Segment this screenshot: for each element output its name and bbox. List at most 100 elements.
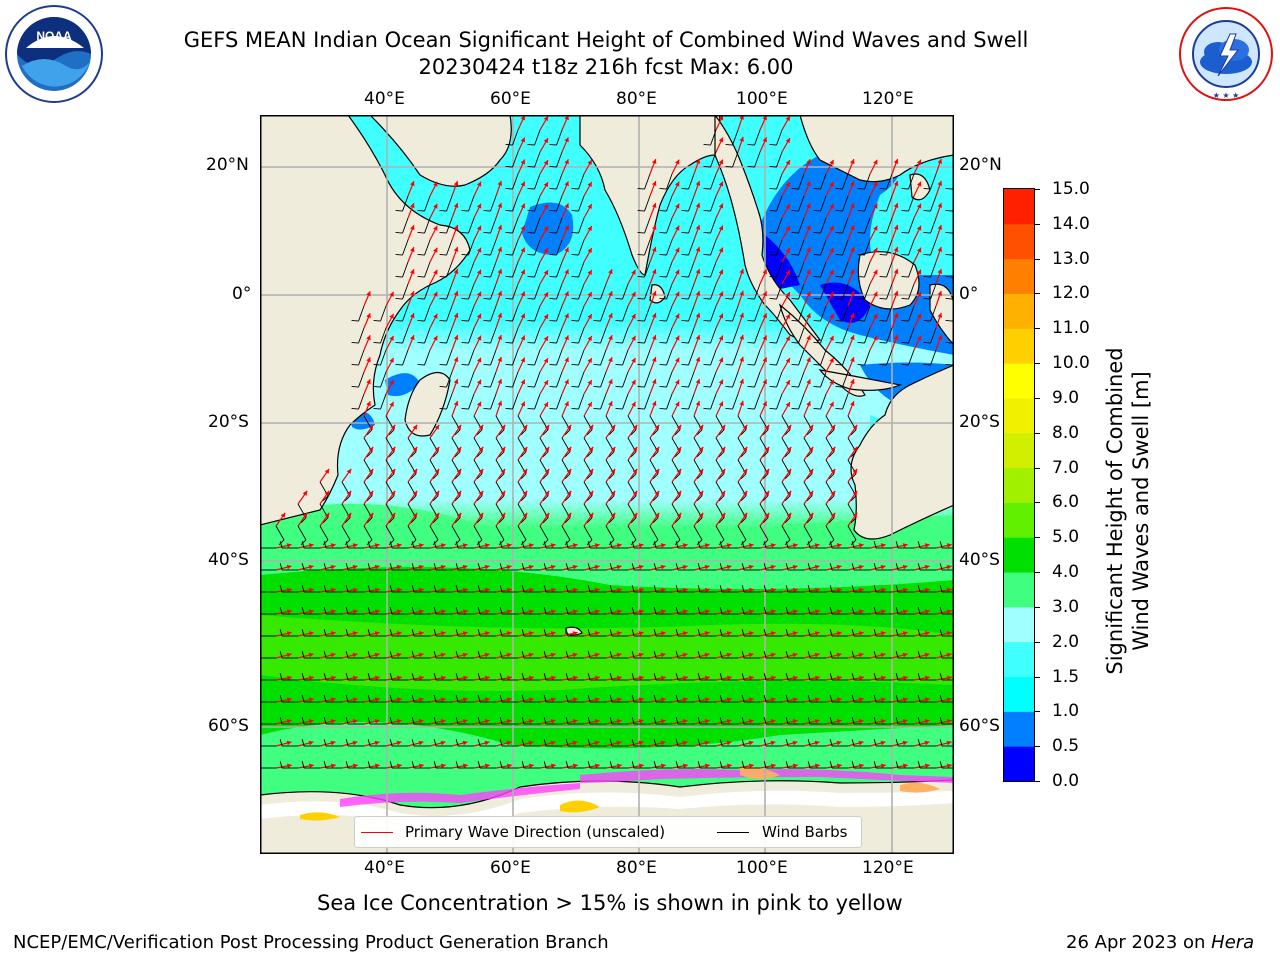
- wave-direction-arrowhead: [675, 159, 680, 165]
- wind-barb-flag: [807, 717, 811, 725]
- wave-direction-arrowhead: [440, 719, 446, 724]
- colorbar-tick-mark: [1034, 223, 1040, 225]
- wave-direction-arrowhead: [682, 631, 688, 636]
- wind-barb-shaft: [798, 195, 805, 212]
- wave-direction-arrowhead: [594, 763, 600, 769]
- wind-barb-flag: [763, 673, 767, 681]
- wind-barb-flag: [323, 607, 327, 615]
- wind-barb-shaft: [402, 195, 409, 212]
- wave-direction-arrowhead: [682, 697, 688, 703]
- wave-direction-arrowhead: [695, 400, 701, 406]
- wave-direction-arrowhead: [762, 335, 767, 341]
- wind-barb-flag: [521, 563, 525, 571]
- wave-direction-arrowhead: [396, 763, 402, 769]
- wind-barb-shaft: [754, 349, 761, 366]
- wind-barb-shaft: [864, 173, 871, 190]
- wind-barb-shaft: [402, 349, 409, 366]
- wave-direction-arrowhead: [543, 336, 548, 342]
- wind-barb-flag: [725, 143, 733, 146]
- wave-direction-arrowhead: [522, 468, 528, 474]
- wind-barb-flag: [873, 761, 877, 769]
- wind-barb-flag: [345, 717, 349, 725]
- wind-barb-flag: [791, 363, 799, 366]
- wind-barb-shaft: [930, 305, 937, 322]
- wind-barb-shaft: [534, 305, 541, 322]
- wind-barb-flag: [835, 231, 843, 234]
- wave-direction-arrowhead: [396, 609, 402, 615]
- wave-direction-arrowhead: [419, 587, 424, 593]
- wind-barb-shaft: [468, 371, 475, 388]
- wind-barb-flag: [351, 363, 359, 366]
- wind-barb-flag: [769, 231, 777, 234]
- wave-direction-arrowhead: [587, 159, 592, 165]
- wave-direction-arrowhead: [880, 763, 886, 769]
- wind-barb-flag: [741, 585, 745, 593]
- wave-direction-arrowhead: [528, 543, 534, 548]
- wave-direction-arrowhead: [374, 719, 380, 724]
- noaa-logo: NOAA: [5, 5, 103, 103]
- wind-barb-flag: [279, 651, 283, 659]
- wind-barb-flag: [609, 761, 613, 769]
- wave-direction-arrowhead: [595, 587, 600, 593]
- wave-direction-arrowhead: [742, 490, 748, 496]
- wave-direction-arrowhead: [286, 564, 292, 570]
- wave-direction-arrowhead: [903, 587, 908, 593]
- wind-barb-flag: [564, 451, 571, 458]
- wave-and-wind-vectors: [257, 114, 974, 769]
- wind-barb-flag: [813, 363, 821, 366]
- wind-barb-flag: [587, 629, 591, 637]
- wind-barb-shaft: [578, 261, 585, 278]
- lat-label-left: 0°: [232, 284, 252, 304]
- wind-barb-flag: [785, 563, 789, 571]
- wind-barb-flag: [367, 651, 371, 659]
- wind-barb-flag: [653, 761, 657, 769]
- wind-barb-flag: [373, 363, 381, 366]
- wind-barb-flag: [681, 407, 689, 410]
- wind-barb-shaft: [754, 371, 761, 388]
- wind-barb-shaft: [578, 217, 585, 234]
- wave-direction-arrowhead: [330, 543, 336, 548]
- wind-barb-flag: [367, 607, 371, 615]
- wind-barb-shaft: [864, 261, 871, 278]
- wave-direction-arrowhead: [764, 424, 770, 430]
- wind-barb-flag: [593, 341, 601, 344]
- wind-barb-flag: [301, 761, 305, 769]
- wind-barb-flag: [857, 187, 865, 190]
- wind-barb-shaft: [358, 393, 365, 410]
- wind-barb-flag: [923, 297, 931, 300]
- wave-direction-arrowhead: [588, 468, 594, 474]
- wind-barb-flag: [433, 541, 437, 549]
- wave-direction-arrowhead: [893, 291, 899, 296]
- wave-direction-arrowhead: [638, 740, 644, 746]
- wind-barb-flag: [652, 495, 659, 502]
- wave-direction-arrowhead: [595, 675, 600, 681]
- wave-direction-arrowhead: [748, 719, 754, 724]
- wave-direction-arrowhead: [924, 719, 930, 724]
- wind-barb-flag: [609, 717, 613, 725]
- wind-barb-flag: [807, 651, 811, 659]
- wind-barb-flag: [697, 761, 701, 769]
- wind-barb-flag: [389, 629, 393, 637]
- wave-direction-arrowhead: [830, 424, 836, 430]
- wind-barb-shaft: [358, 371, 365, 388]
- wind-barb-shaft: [666, 217, 673, 234]
- colorbar-swatch: [1004, 189, 1034, 225]
- wind-barb-shaft: [781, 525, 791, 541]
- wind-barb-flag: [945, 363, 953, 366]
- wave-direction-arrowhead: [506, 631, 512, 636]
- wind-barb-shaft: [644, 173, 651, 190]
- wave-direction-arrowhead: [286, 763, 292, 769]
- wind-barb-flag: [681, 319, 689, 322]
- wave-direction-arrowhead: [946, 564, 952, 570]
- wind-barb-flag: [521, 585, 525, 593]
- wind-barb-shaft: [864, 349, 871, 366]
- wave-direction-arrowhead: [506, 697, 512, 703]
- wind-barb-flag: [565, 607, 569, 615]
- wind-barb-flag: [373, 319, 381, 322]
- wave-direction-arrowhead: [352, 652, 358, 658]
- wind-barb-flag: [895, 695, 899, 703]
- wave-direction-arrowhead: [368, 512, 374, 518]
- wave-direction-arrowhead: [588, 424, 594, 430]
- wind-barb-flag: [345, 673, 349, 681]
- wind-barb-shaft: [402, 305, 409, 322]
